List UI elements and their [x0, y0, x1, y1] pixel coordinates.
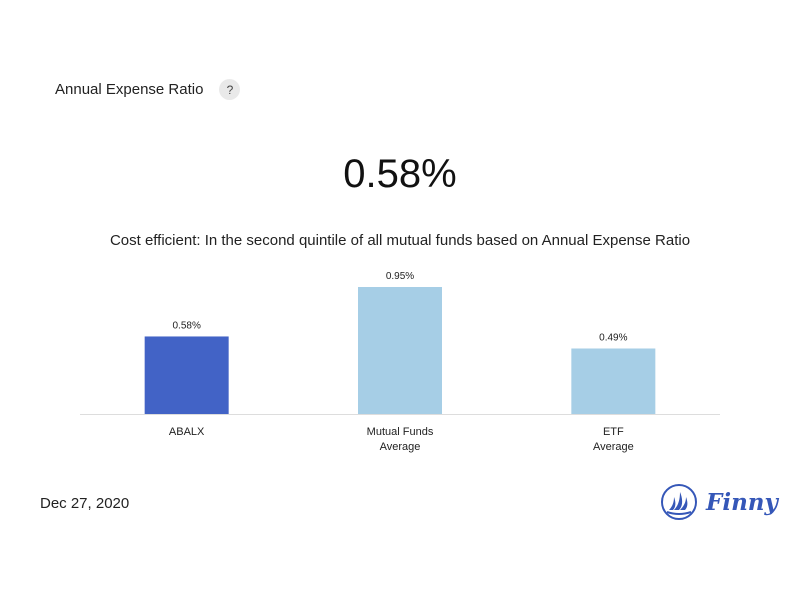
bar [358, 287, 442, 414]
brand-logo[interactable]: Finny [660, 483, 778, 521]
category-label: ABALX [169, 426, 205, 438]
bar [144, 336, 229, 414]
metric-header: Annual Expense Ratio ? [55, 79, 241, 100]
category-label: Average [593, 441, 634, 453]
category-label: ETF [603, 426, 624, 438]
metric-subtitle: Cost efficient: In the second quintile o… [109, 232, 691, 249]
as-of-date: Dec 27, 2020 [40, 495, 130, 512]
help-button[interactable]: ? [219, 79, 241, 100]
sailboat-icon [661, 484, 697, 520]
brand-name: Finny [706, 488, 778, 516]
expense-ratio-bar-chart: 0.58% ABALX 0.95% Mutual Funds Average 0.49% E… [80, 271, 720, 453]
category-label: Average [380, 441, 421, 453]
metric-title: Annual Expense Ratio [55, 81, 204, 98]
bar [571, 348, 656, 414]
bar-value-label: 0.49% [599, 332, 627, 343]
bar-value-label: 0.95% [386, 271, 414, 282]
metric-value: 0.58% [343, 152, 457, 196]
category-label: Mutual Funds [367, 426, 434, 438]
bar-value-label: 0.58% [172, 320, 200, 331]
